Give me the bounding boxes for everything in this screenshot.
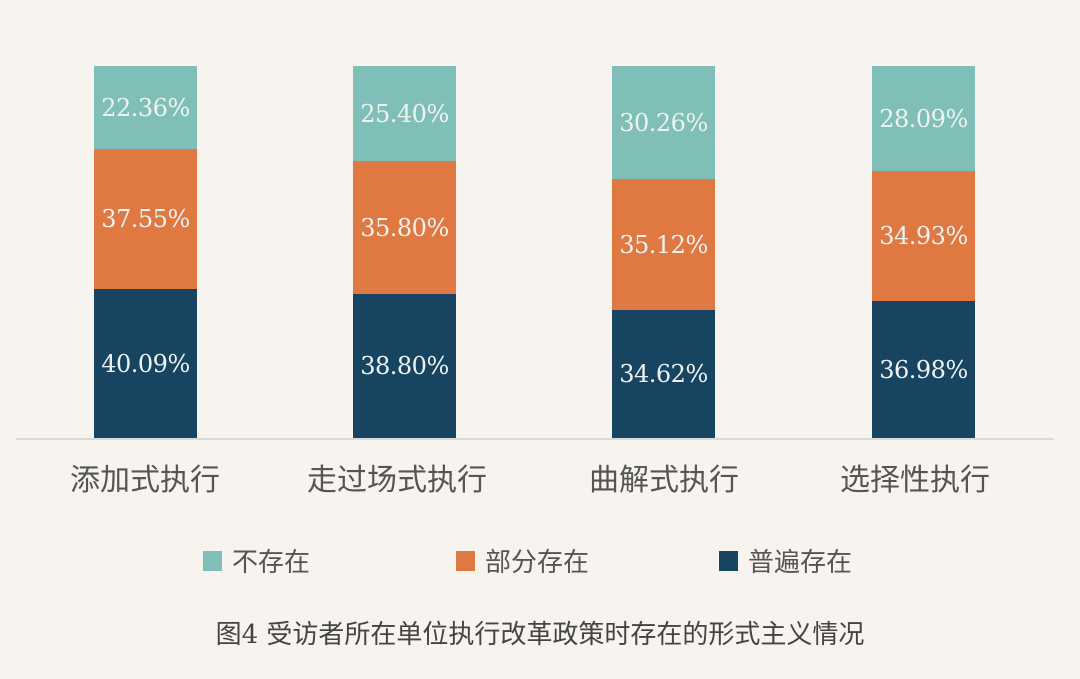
data-label: 34.93% — [879, 222, 968, 250]
segment-partial: 34.93% — [872, 171, 975, 301]
data-label: 37.55% — [101, 205, 190, 233]
data-label: 40.09% — [101, 349, 190, 378]
legend-swatch — [203, 550, 222, 571]
segment-widespread: 40.09% — [94, 289, 197, 438]
segment-none: 25.40% — [353, 66, 456, 161]
legend-item-widespread: 普遍存在 — [719, 542, 852, 579]
data-label: 34.62% — [619, 360, 708, 388]
legend-swatch — [456, 550, 475, 571]
data-label: 30.26% — [619, 108, 708, 137]
data-label: 38.80% — [360, 352, 449, 380]
legend-swatch — [719, 550, 738, 571]
segment-none: 30.26% — [612, 66, 715, 179]
data-label: 36.98% — [879, 355, 968, 384]
figure-caption: 图4 受访者所在单位执行改革政策时存在的形式主义情况 — [215, 620, 865, 650]
segment-none: 22.36% — [94, 66, 197, 149]
x-tick-label: 添加式执行 — [70, 463, 220, 498]
x-tick-label: 曲解式执行 — [589, 463, 739, 498]
legend-item-none: 不存在 — [203, 542, 310, 579]
segment-widespread: 34.62% — [612, 310, 715, 438]
bar-qujie: 30.26% 35.12% 34.62% — [612, 66, 715, 438]
data-label: 28.09% — [879, 104, 968, 133]
data-label: 35.80% — [360, 213, 449, 242]
legend-item-partial: 部分存在 — [456, 542, 589, 579]
segment-partial: 37.55% — [94, 149, 197, 289]
legend-label: 不存在 — [232, 548, 311, 578]
data-label: 35.12% — [619, 230, 708, 259]
segment-partial: 35.12% — [612, 179, 715, 310]
data-label: 25.40% — [360, 99, 449, 128]
segment-widespread: 36.98% — [872, 301, 975, 438]
legend-label: 普遍存在 — [748, 548, 853, 578]
segment-widespread: 38.80% — [353, 294, 456, 438]
segment-partial: 35.80% — [353, 161, 456, 294]
x-axis-line — [16, 438, 1054, 440]
bar-zouguochang: 25.40% 35.80% 38.80% — [353, 66, 456, 438]
x-tick-label: 选择性执行 — [840, 463, 990, 498]
bar-tianjia: 22.36% 37.55% 40.09% — [94, 66, 197, 438]
legend-label: 部分存在 — [485, 548, 590, 578]
data-label: 22.36% — [101, 93, 190, 122]
segment-none: 28.09% — [872, 66, 975, 171]
legend: 不存在 部分存在 普遍存在 — [0, 542, 1080, 582]
bar-xuanze: 28.09% 34.93% 36.98% — [872, 66, 975, 438]
x-tick-label: 走过场式执行 — [307, 463, 487, 498]
